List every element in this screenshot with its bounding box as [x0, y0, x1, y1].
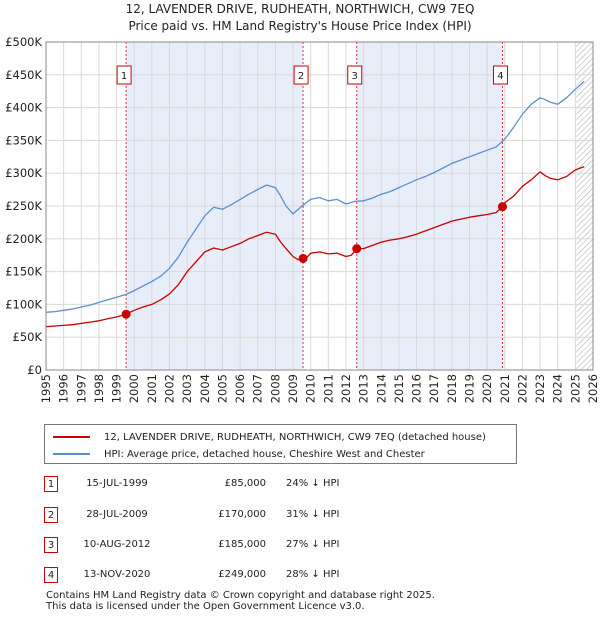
- y-tick-label: £100K: [5, 297, 42, 311]
- chart-title: 12, LAVENDER DRIVE, RUDHEATH, NORTHWICH,…: [125, 2, 475, 16]
- transaction-date: 15-JUL-1999: [86, 478, 148, 489]
- transaction-point: [352, 244, 362, 254]
- y-tick-label: £450K: [5, 68, 42, 82]
- transaction-hpi-diff: 27% ↓ HPI: [286, 539, 340, 550]
- legend-item-hpi: HPI: Average price, detached house, Ches…: [53, 446, 425, 462]
- transaction-marker-label: 1: [121, 71, 127, 82]
- x-tick-label: 2014: [374, 374, 388, 403]
- x-tick-label: 1995: [39, 374, 53, 403]
- x-tick-label: 1997: [74, 374, 88, 403]
- x-tick-label: 2026: [586, 374, 600, 403]
- footer-licence: This data is licensed under the Open Gov…: [46, 601, 365, 612]
- transaction-marker-label: 4: [497, 71, 503, 82]
- y-tick-label: £0: [27, 363, 42, 377]
- x-tick-label: 1999: [110, 374, 124, 403]
- plot-border: [45, 41, 594, 371]
- y-tick-label: £400K: [5, 101, 42, 115]
- x-tick-label: 2010: [304, 374, 318, 403]
- transaction-marker-label: 3: [352, 71, 358, 82]
- transaction-number-badge: 1: [44, 476, 58, 492]
- transaction-marker-box: [293, 65, 309, 85]
- footer-copyright: Contains HM Land Registry data © Crown c…: [46, 590, 435, 601]
- x-tick-label: 2013: [357, 374, 371, 403]
- transaction-price: £185,000: [218, 539, 266, 550]
- transaction-hpi-diff: 28% ↓ HPI: [286, 569, 340, 580]
- hpi-line: [45, 80, 585, 313]
- transaction-date: 10-AUG-2012: [83, 539, 151, 550]
- transaction-price: £170,000: [218, 509, 266, 520]
- transaction-marker-box: [347, 65, 363, 85]
- x-tick-label: 2008: [268, 374, 282, 403]
- x-tick-label: 2017: [427, 374, 441, 403]
- legend-swatch-property: [53, 436, 90, 438]
- y-tick-label: £200K: [5, 232, 42, 246]
- x-tick-label: 2006: [233, 374, 247, 403]
- transaction-hpi-diff: 24% ↓ HPI: [286, 478, 340, 489]
- transaction-point: [497, 202, 507, 212]
- x-tick-label: 1996: [57, 374, 71, 403]
- transaction-date: 28-JUL-2009: [86, 509, 148, 520]
- transaction-price: £249,000: [218, 569, 266, 580]
- table-row: 1 15-JUL-1999 £85,000 24% ↓ HPI: [41, 476, 441, 494]
- x-tick-label: 1998: [92, 374, 106, 403]
- x-tick-label: 2000: [127, 374, 141, 403]
- legend: 12, LAVENDER DRIVE, RUDHEATH, NORTHWICH,…: [44, 424, 517, 464]
- transaction-date: 13-NOV-2020: [83, 569, 151, 580]
- transaction-number-badge: 3: [44, 537, 58, 553]
- transaction-hpi-diff: 31% ↓ HPI: [286, 509, 340, 520]
- chart-subtitle: Price paid vs. HM Land Registry's House …: [128, 19, 472, 33]
- y-tick-label: £150K: [5, 265, 42, 279]
- table-row: 2 28-JUL-2009 £170,000 31% ↓ HPI: [41, 507, 441, 525]
- x-tick-label: 2023: [533, 374, 547, 403]
- transaction-number-badge: 2: [44, 507, 58, 523]
- table-row: 3 10-AUG-2012 £185,000 27% ↓ HPI: [41, 537, 441, 555]
- transaction-point: [121, 309, 131, 319]
- x-tick-label: 2018: [445, 374, 459, 403]
- x-tick-label: 2009: [286, 374, 300, 403]
- x-tick-label: 2004: [198, 374, 212, 403]
- x-tick-label: 2003: [180, 374, 194, 403]
- legend-swatch-hpi: [53, 453, 90, 455]
- transaction-marker-box: [492, 65, 508, 85]
- x-tick-label: 2020: [480, 374, 494, 403]
- x-tick-label: 2002: [163, 374, 177, 403]
- transaction-price: £85,000: [224, 478, 266, 489]
- x-tick-label: 2012: [339, 374, 353, 403]
- transaction-point: [298, 253, 308, 263]
- price-chart: 1 2 3 4 £0 £50K £100K £150K £200K £250K £300K £350K…: [5, 35, 600, 403]
- x-tick-label: 2021: [498, 374, 512, 403]
- transaction-marker-label: 2: [298, 71, 304, 82]
- x-tick-label: 2024: [551, 374, 565, 403]
- x-tick-label: 2019: [462, 374, 476, 403]
- x-tick-label: 2007: [251, 374, 265, 403]
- y-tick-label: £250K: [5, 199, 42, 213]
- legend-label-property: 12, LAVENDER DRIVE, RUDHEATH, NORTHWICH,…: [104, 431, 486, 443]
- x-tick-label: 2015: [392, 374, 406, 403]
- legend-item-property: 12, LAVENDER DRIVE, RUDHEATH, NORTHWICH,…: [53, 429, 486, 445]
- transaction-marker-box: [116, 65, 132, 85]
- transaction-number-badge: 4: [44, 567, 58, 583]
- x-tick-label: 2011: [321, 374, 335, 403]
- legend-label-hpi: HPI: Average price, detached house, Ches…: [104, 448, 425, 460]
- y-tick-label: £500K: [5, 35, 42, 49]
- x-tick-label: 2016: [410, 374, 424, 403]
- x-tick-label: 2005: [215, 374, 229, 403]
- x-tick-label: 2025: [568, 374, 582, 403]
- table-row: 4 13-NOV-2020 £249,000 28% ↓ HPI: [41, 567, 441, 585]
- y-tick-label: £350K: [5, 133, 42, 147]
- y-tick-label: £300K: [5, 166, 42, 180]
- x-tick-label: 2001: [145, 374, 159, 403]
- y-tick-label: £50K: [13, 330, 43, 344]
- x-tick-label: 2022: [515, 374, 529, 403]
